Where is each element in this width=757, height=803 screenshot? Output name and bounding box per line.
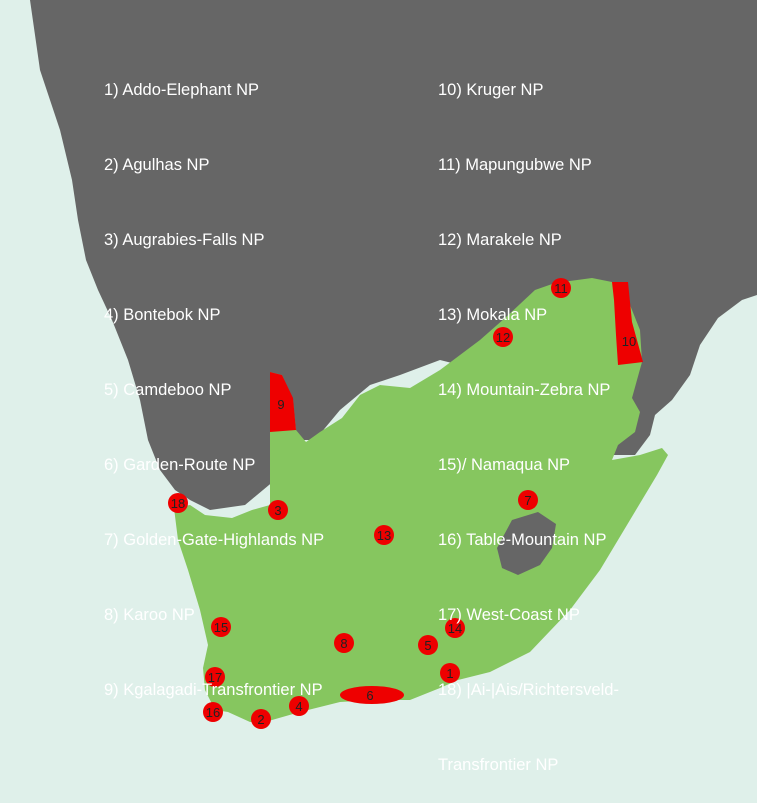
legend-item: 8) Karoo NP	[104, 606, 195, 624]
legend-item: 14) Mountain-Zebra NP	[438, 381, 611, 399]
legend-left-column: 1) Addo-Elephant NP 2) Agulhas NP 3) Aug…	[104, 28, 324, 728]
marker-3-label: 3	[274, 503, 281, 518]
marker-9[interactable]: 9	[277, 397, 284, 412]
marker-17[interactable]: 17	[205, 667, 225, 687]
marker-14[interactable]: 14	[445, 618, 465, 638]
marker-8-label: 8	[340, 636, 347, 651]
legend-item: 4) Bontebok NP	[104, 306, 221, 324]
marker-7[interactable]: 7	[518, 490, 538, 510]
park-area-kruger	[612, 282, 643, 365]
map-canvas: 1 2 3 4 5 6 7 8 9 10 11 12 13 14 15 16 1…	[30, 0, 757, 729]
marker-17-label: 17	[208, 670, 222, 685]
legend-item: 5) Camdeboo NP	[104, 381, 232, 399]
legend-item: 11) Mapungubwe NP	[438, 156, 592, 174]
marker-6[interactable]: 6	[366, 688, 373, 703]
marker-13-label: 13	[377, 528, 391, 543]
lesotho-land	[497, 512, 556, 575]
marker-10[interactable]: 10	[622, 334, 636, 349]
legend-right-column: 10) Kruger NP 11) Mapungubwe NP 12) Mara…	[438, 28, 619, 803]
marker-7-label: 7	[524, 493, 531, 508]
marker-5[interactable]: 5	[418, 635, 438, 655]
marker-2-label: 2	[257, 712, 264, 727]
legend-item: 6) Garden-Route NP	[104, 456, 256, 474]
legend-item: 7) Golden-Gate-Highlands NP	[104, 531, 325, 549]
marker-13[interactable]: 13	[374, 525, 394, 545]
legend-item: 1) Addo-Elephant NP	[104, 81, 260, 99]
marker-5-label: 5	[424, 638, 431, 653]
legend-item: 18) |Ai-|Ais/Richtersveld-	[438, 681, 619, 699]
marker-9-label: 9	[277, 397, 284, 412]
marker-6-label: 6	[366, 688, 373, 703]
marker-18-label: 18	[171, 496, 185, 511]
marker-8[interactable]: 8	[334, 633, 354, 653]
marker-16-label: 16	[206, 705, 220, 720]
marker-1-label: 1	[446, 666, 453, 681]
legend-item: 12) Marakele NP	[438, 231, 562, 249]
park-area-kgalagadi	[270, 372, 296, 432]
legend-item: 3) Augrabies-Falls NP	[104, 231, 265, 249]
legend-item: 17) West-Coast NP	[438, 606, 580, 624]
marker-11-label: 11	[554, 281, 568, 296]
marker-14-label: 14	[448, 621, 462, 636]
south-africa-land	[174, 278, 668, 722]
marker-15-label: 15	[214, 620, 228, 635]
legend-item: 15)/ Namaqua NP	[438, 456, 571, 474]
legend-item: 10) Kruger NP	[438, 81, 544, 99]
marker-15[interactable]: 15	[211, 617, 231, 637]
legend-item: 2) Agulhas NP	[104, 156, 210, 174]
park-area-garden-route	[340, 686, 404, 704]
marker-10-label: 10	[622, 334, 636, 349]
marker-16[interactable]: 16	[203, 702, 223, 722]
marker-3[interactable]: 3	[268, 500, 288, 520]
marker-18[interactable]: 18	[168, 493, 188, 513]
marker-4-label: 4	[295, 699, 302, 714]
marker-12-label: 12	[496, 330, 510, 345]
legend-item: 13) Mokala NP	[438, 306, 548, 324]
legend-item: 9) Kgalagadi-Transfrontier NP	[104, 681, 323, 699]
marker-4[interactable]: 4	[289, 696, 309, 716]
marker-1[interactable]: 1	[440, 663, 460, 683]
marker-12[interactable]: 12	[493, 327, 513, 347]
legend-item: 16) Table-Mountain NP	[438, 531, 607, 549]
marker-2[interactable]: 2	[251, 709, 271, 729]
marker-11[interactable]: 11	[551, 278, 571, 298]
